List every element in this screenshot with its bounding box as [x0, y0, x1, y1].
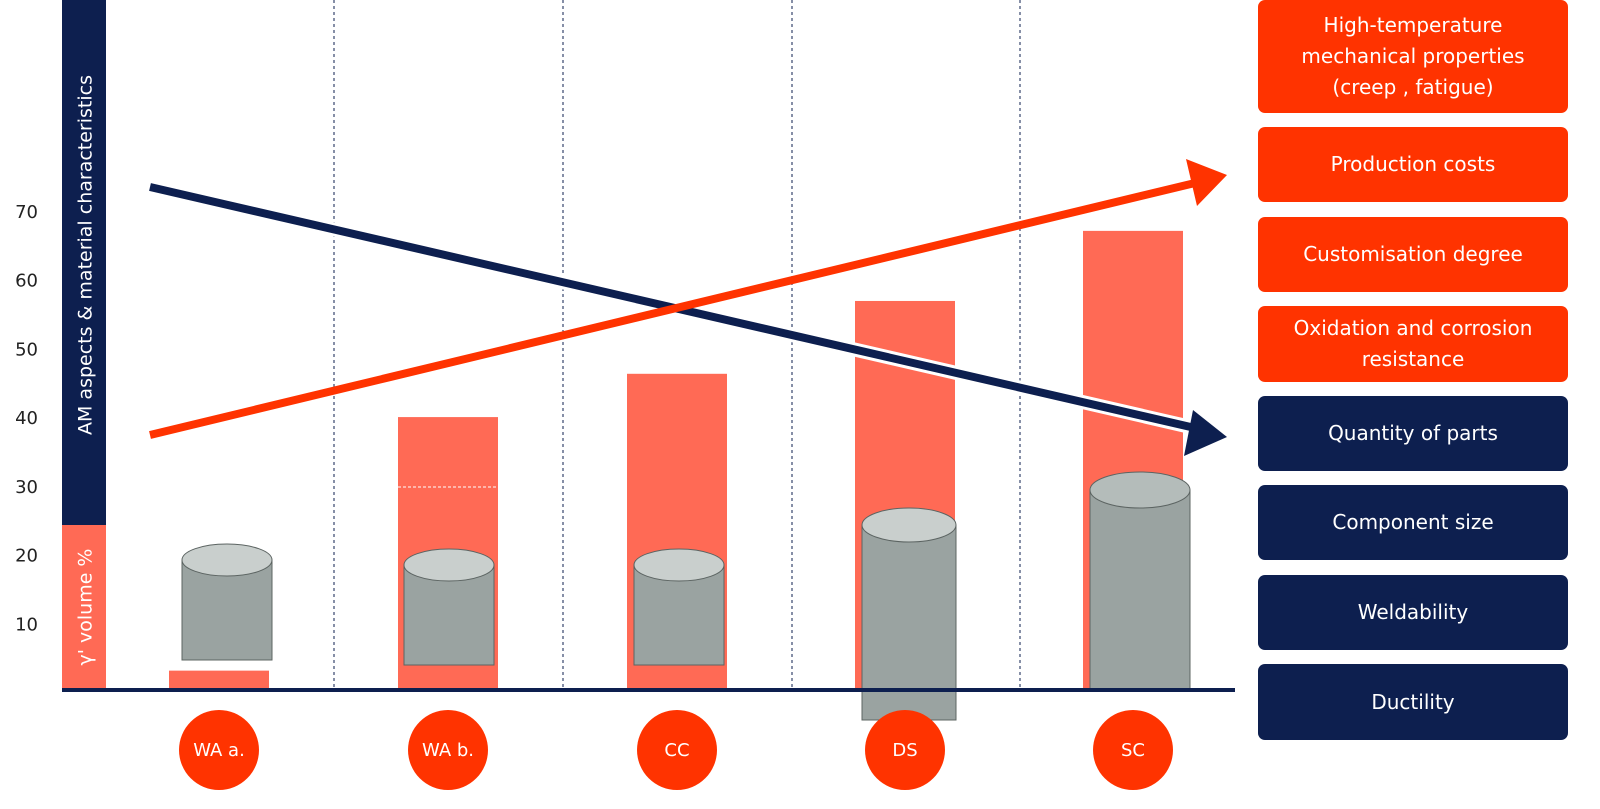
- category-badge: [408, 710, 488, 790]
- x-tick-label: CC: [664, 740, 689, 761]
- x-tick-label: DS: [892, 740, 917, 761]
- y-tick-label: 10: [15, 614, 38, 635]
- category-badge: [637, 710, 717, 790]
- y-tick-label: 50: [15, 339, 38, 360]
- cylinders: [181, 471, 1191, 721]
- x-tick-label: WA b.: [422, 740, 474, 761]
- y-axis-label: AM aspects & material characteristics: [75, 75, 97, 435]
- factor-box: Customisation degree: [1258, 217, 1568, 292]
- x-tick-label: SC: [1121, 740, 1145, 761]
- factor-box: Oxidation and corrosion resistance: [1258, 306, 1568, 382]
- y-tick-label: 60: [15, 271, 38, 292]
- factor-box: Ductility: [1258, 664, 1568, 740]
- factor-box: Component size: [1258, 485, 1568, 560]
- factor-box: Production costs: [1258, 127, 1568, 202]
- factor-box: Quantity of parts: [1258, 396, 1568, 471]
- category-badge: [1093, 710, 1173, 790]
- increasing-arrowhead: [1186, 159, 1227, 206]
- chart: AM aspects & material characteristics γ'…: [15, 0, 1235, 790]
- y-axis-sub-label: γ' volume %: [75, 549, 97, 666]
- y-tick-label: 70: [15, 202, 38, 223]
- increasing-arrow: [149, 179, 1196, 439]
- decreasing-arrowhead: [1184, 410, 1227, 456]
- bar: [169, 670, 269, 688]
- category-badge: [865, 710, 945, 790]
- y-tick-label: 40: [15, 408, 38, 429]
- y-label-band: [62, 0, 106, 525]
- y-tick-label: 30: [15, 477, 38, 498]
- separators: [333, 0, 1021, 690]
- x-tick-label: WA a.: [193, 740, 245, 761]
- category-badge: [179, 710, 259, 790]
- y-tick-label: 20: [15, 546, 38, 567]
- factor-box: Weldability: [1258, 575, 1568, 650]
- factor-box: High-temperature mechanical properties (…: [1258, 0, 1568, 113]
- y-sub-label-band: [62, 525, 106, 690]
